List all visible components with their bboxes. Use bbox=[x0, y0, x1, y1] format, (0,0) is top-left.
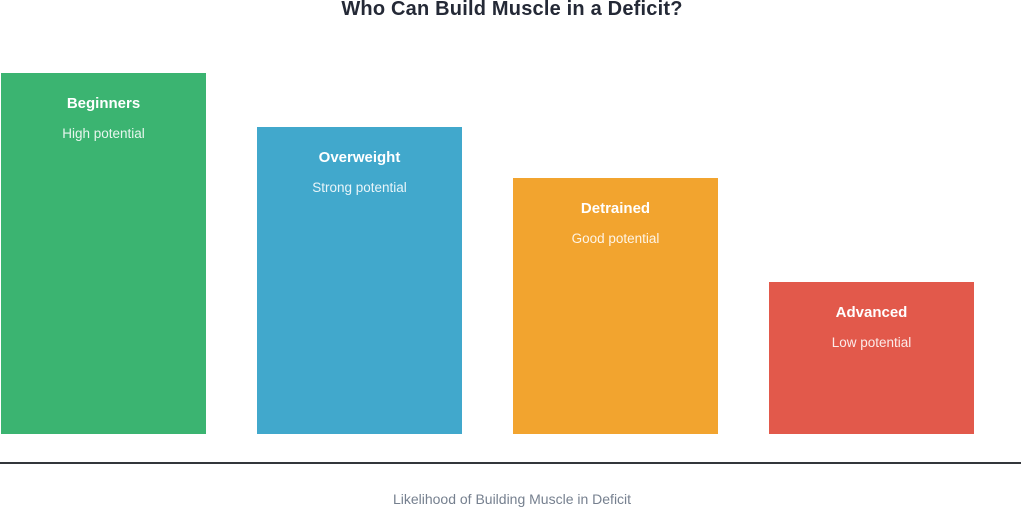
chart-title: Who Can Build Muscle in a Deficit? bbox=[341, 0, 683, 20]
x-axis-line bbox=[0, 462, 1021, 464]
bar-potential-label: Strong potential bbox=[312, 180, 407, 195]
bar-beginners: Beginners High potential bbox=[1, 73, 206, 434]
bar-category-label: Advanced bbox=[835, 304, 908, 321]
bar-category-label: Overweight bbox=[318, 149, 401, 166]
bar-category-label: Detrained bbox=[580, 200, 651, 217]
bar-potential-label: High potential bbox=[62, 126, 145, 141]
bar-potential-label: Low potential bbox=[831, 335, 912, 350]
bar-potential-label: Good potential bbox=[571, 231, 660, 246]
bar-overweight: Overweight Strong potential bbox=[257, 127, 462, 434]
bar-advanced: Advanced Low potential bbox=[769, 282, 974, 434]
plot-area: Beginners High potential Overweight Strong … bbox=[1, 73, 974, 434]
bar-category-label: Beginners bbox=[66, 95, 141, 112]
x-axis-label: Likelihood of Building Muscle in Deficit bbox=[392, 491, 632, 507]
bar-detrained: Detrained Good potential bbox=[513, 178, 718, 434]
